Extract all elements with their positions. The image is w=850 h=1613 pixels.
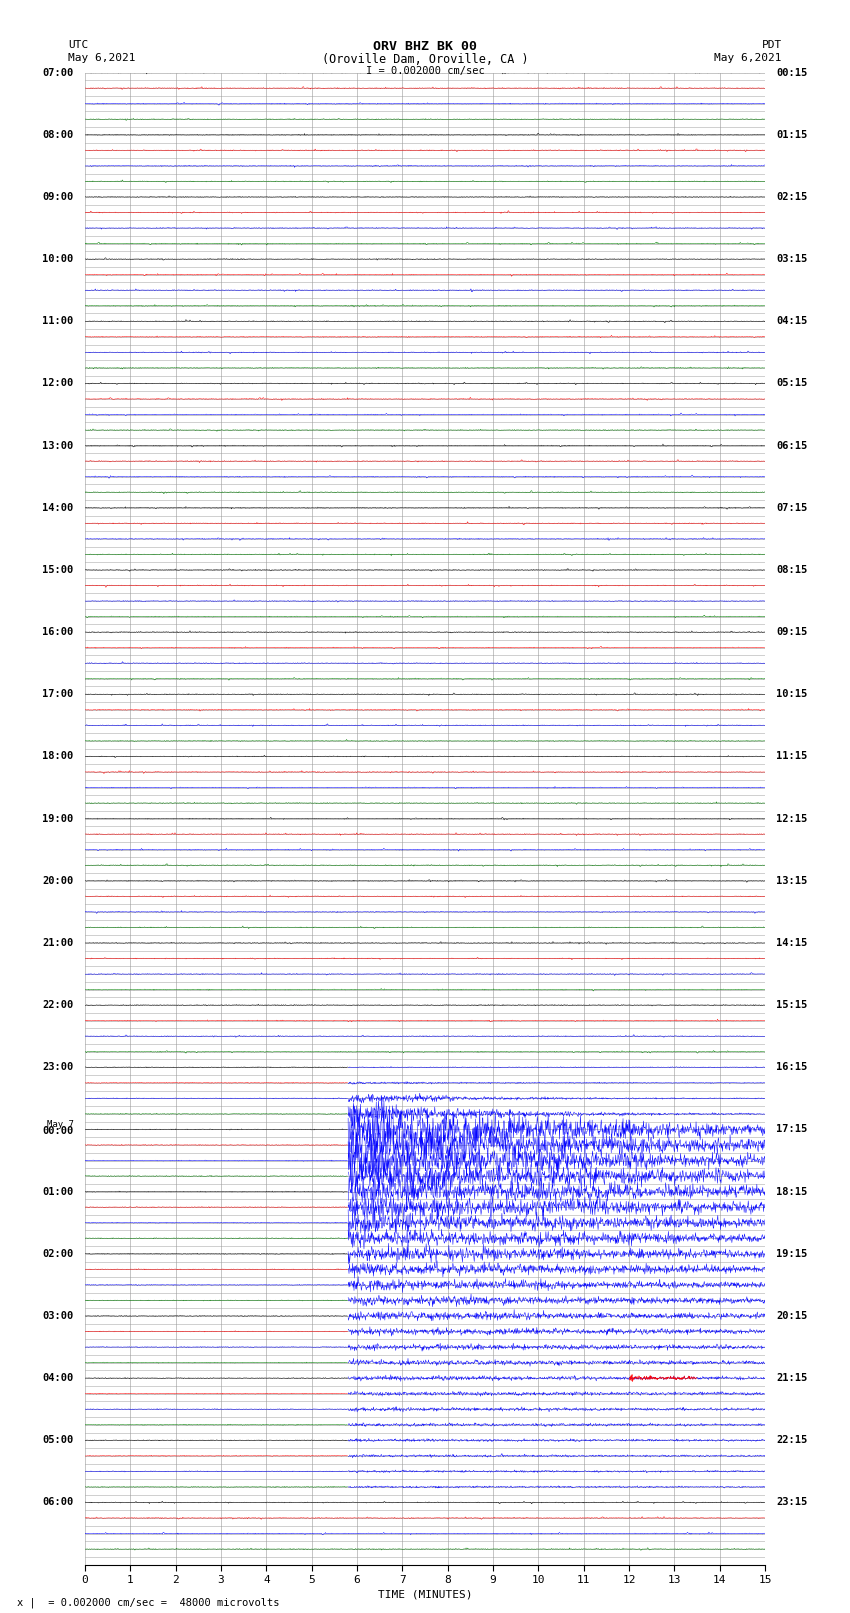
Text: 10:00: 10:00 xyxy=(42,255,74,265)
Text: 18:00: 18:00 xyxy=(42,752,74,761)
Text: May 7: May 7 xyxy=(47,1121,74,1129)
Text: 12:00: 12:00 xyxy=(42,379,74,389)
Text: ORV BHZ BK 00: ORV BHZ BK 00 xyxy=(373,40,477,53)
Text: 16:15: 16:15 xyxy=(776,1063,808,1073)
Text: (Oroville Dam, Oroville, CA ): (Oroville Dam, Oroville, CA ) xyxy=(321,53,529,66)
Text: 03:00: 03:00 xyxy=(42,1311,74,1321)
Text: 09:15: 09:15 xyxy=(776,627,808,637)
Text: 07:00: 07:00 xyxy=(42,68,74,77)
Text: 08:00: 08:00 xyxy=(42,129,74,140)
Text: 11:00: 11:00 xyxy=(42,316,74,326)
Text: 19:00: 19:00 xyxy=(42,813,74,824)
Text: 06:15: 06:15 xyxy=(776,440,808,450)
Text: 10:15: 10:15 xyxy=(776,689,808,700)
Text: 00:00: 00:00 xyxy=(42,1126,74,1136)
Text: 23:15: 23:15 xyxy=(776,1497,808,1508)
Text: 04:00: 04:00 xyxy=(42,1373,74,1382)
Text: 22:00: 22:00 xyxy=(42,1000,74,1010)
Text: May 6,2021: May 6,2021 xyxy=(68,53,135,63)
Text: 04:15: 04:15 xyxy=(776,316,808,326)
Text: x |  = 0.002000 cm/sec =  48000 microvolts: x | = 0.002000 cm/sec = 48000 microvolts xyxy=(17,1597,280,1608)
Text: 00:15: 00:15 xyxy=(776,68,808,77)
Text: 13:15: 13:15 xyxy=(776,876,808,886)
Text: 16:00: 16:00 xyxy=(42,627,74,637)
Text: 15:15: 15:15 xyxy=(776,1000,808,1010)
Text: 14:15: 14:15 xyxy=(776,937,808,948)
Text: 21:00: 21:00 xyxy=(42,937,74,948)
Text: 03:15: 03:15 xyxy=(776,255,808,265)
Text: 07:15: 07:15 xyxy=(776,503,808,513)
Text: 06:00: 06:00 xyxy=(42,1497,74,1508)
Text: 13:00: 13:00 xyxy=(42,440,74,450)
Text: 18:15: 18:15 xyxy=(776,1187,808,1197)
Text: 22:15: 22:15 xyxy=(776,1436,808,1445)
Text: 19:15: 19:15 xyxy=(776,1248,808,1258)
Text: May 6,2021: May 6,2021 xyxy=(715,53,782,63)
Text: 09:00: 09:00 xyxy=(42,192,74,202)
X-axis label: TIME (MINUTES): TIME (MINUTES) xyxy=(377,1589,473,1598)
Text: 11:15: 11:15 xyxy=(776,752,808,761)
Text: 05:15: 05:15 xyxy=(776,379,808,389)
Text: 02:00: 02:00 xyxy=(42,1248,74,1258)
Text: 01:15: 01:15 xyxy=(776,129,808,140)
Text: PDT: PDT xyxy=(762,40,782,50)
Text: 17:00: 17:00 xyxy=(42,689,74,700)
Text: 05:00: 05:00 xyxy=(42,1436,74,1445)
Text: 21:15: 21:15 xyxy=(776,1373,808,1382)
Text: 01:00: 01:00 xyxy=(42,1187,74,1197)
Text: 20:15: 20:15 xyxy=(776,1311,808,1321)
Text: 08:15: 08:15 xyxy=(776,565,808,574)
Text: 20:00: 20:00 xyxy=(42,876,74,886)
Text: 12:15: 12:15 xyxy=(776,813,808,824)
Text: I = 0.002000 cm/sec: I = 0.002000 cm/sec xyxy=(366,66,484,76)
Text: 14:00: 14:00 xyxy=(42,503,74,513)
Text: 15:00: 15:00 xyxy=(42,565,74,574)
Text: 02:15: 02:15 xyxy=(776,192,808,202)
Text: UTC: UTC xyxy=(68,40,88,50)
Text: 17:15: 17:15 xyxy=(776,1124,808,1134)
Text: 23:00: 23:00 xyxy=(42,1063,74,1073)
